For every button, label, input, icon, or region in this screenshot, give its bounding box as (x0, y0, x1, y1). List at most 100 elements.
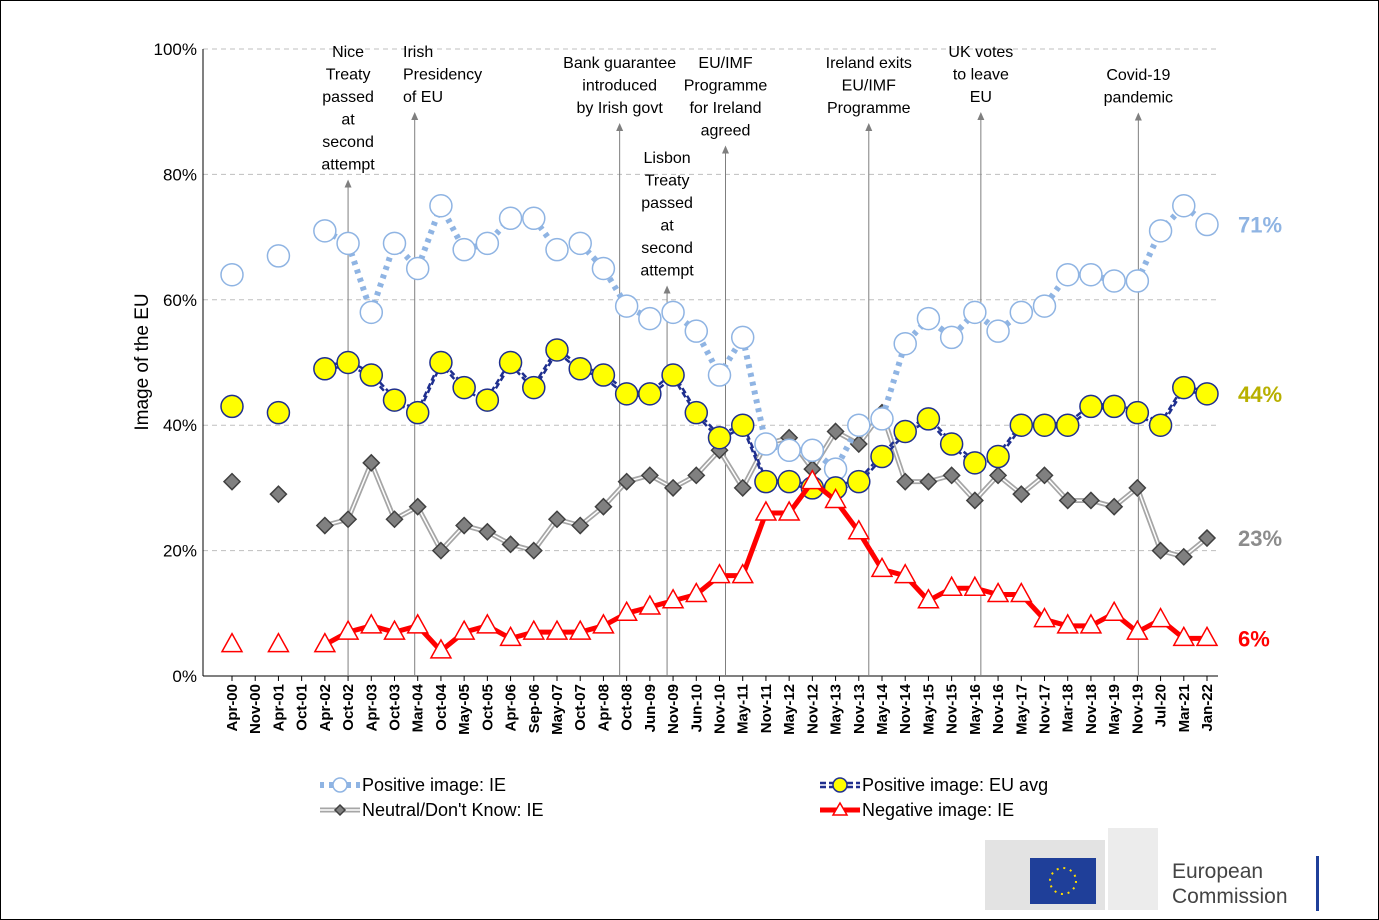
marker (917, 588, 940, 609)
x-tick-label: Nov-15 (944, 684, 961, 734)
marker (1032, 413, 1057, 437)
annotation-text: at (660, 218, 674, 235)
legend-item: Positive image: EU avg (820, 775, 1048, 795)
marker (638, 306, 662, 331)
end-label: 44% (1238, 382, 1282, 407)
marker (220, 632, 244, 653)
marker (313, 632, 337, 653)
x-tick-label: Jan-22 (1199, 684, 1216, 732)
marker (1079, 613, 1103, 634)
marker (989, 466, 1008, 485)
marker (385, 510, 404, 529)
marker (406, 613, 429, 634)
marker (568, 357, 592, 381)
eu-flag (1030, 858, 1096, 904)
marker (594, 497, 613, 516)
x-tick-label: Oct-07 (572, 684, 589, 731)
marker (1197, 528, 1217, 548)
marker (498, 350, 523, 375)
marker (893, 331, 917, 356)
marker (405, 256, 430, 281)
marker (591, 256, 616, 281)
annotation-text: attempt (321, 157, 375, 174)
x-tick-label: Mar-18 (1060, 684, 1077, 732)
x-tick-label: May-19 (1106, 684, 1123, 735)
legend-item: Positive image: IE (320, 775, 506, 795)
marker (777, 500, 801, 521)
marker (916, 407, 941, 431)
marker (1195, 382, 1219, 406)
series (220, 194, 1219, 481)
x-tick-label: Nov-19 (1129, 684, 1146, 734)
annotation-text: Nice (332, 44, 364, 61)
x-tick-label: Nov-14 (897, 683, 914, 734)
marker (1079, 262, 1103, 287)
marker (615, 600, 638, 622)
annotation-text: Programme (827, 100, 911, 117)
annotation-text: EU (970, 89, 992, 106)
x-tick-label: Jul-20 (1153, 684, 1170, 727)
marker (965, 491, 984, 510)
marker (661, 300, 685, 325)
marker (870, 407, 894, 431)
logo-text: European (1172, 860, 1263, 883)
x-tick-label: Nov-10 (712, 684, 729, 734)
annotation-text: Covid-19 (1106, 67, 1170, 84)
annotation-arrowhead (663, 285, 671, 294)
annotation-text: pandemic (1104, 90, 1173, 107)
series (220, 338, 1219, 500)
y-tick-label: 40% (163, 416, 197, 435)
marker (571, 516, 590, 535)
annotation-arrowhead (616, 123, 624, 131)
marker (893, 563, 917, 584)
marker (1055, 413, 1080, 437)
end-label: 23% (1238, 526, 1282, 551)
marker (1102, 394, 1126, 419)
x-tick-label: Oct-05 (479, 684, 496, 731)
logo: European Commission (985, 828, 1319, 911)
marker (826, 422, 845, 441)
marker (267, 632, 290, 653)
annotation-text: of EU (403, 89, 443, 106)
marker (847, 519, 871, 540)
x-tick-label: Mar-04 (410, 683, 427, 732)
marker (731, 563, 754, 584)
marker (1195, 212, 1219, 237)
marker (475, 231, 500, 256)
x-tick-label: Nov-11 (758, 684, 775, 733)
marker (939, 432, 964, 456)
marker (1056, 613, 1079, 634)
legend-label: Negative image: IE (862, 800, 1014, 820)
marker (919, 472, 938, 491)
annotation-text: Treaty (645, 173, 690, 190)
annotation-text: passed (322, 89, 374, 106)
marker (266, 400, 291, 425)
y-tick-label: 80% (163, 165, 197, 184)
marker (1102, 600, 1126, 622)
marker (1102, 269, 1126, 293)
annotation-text: second (322, 134, 374, 151)
annotation-arrowhead (977, 112, 985, 120)
marker (707, 425, 732, 450)
x-tick-label: Nov-12 (804, 684, 821, 734)
marker (801, 469, 824, 490)
marker (1172, 375, 1196, 400)
x-tick-label: May-14 (874, 683, 891, 735)
annotation-arrowhead (411, 112, 419, 120)
marker (1149, 607, 1172, 628)
marker (614, 382, 639, 406)
x-tick-label: Nov-17 (1037, 684, 1054, 734)
marker (222, 472, 242, 491)
marker (1195, 625, 1219, 647)
marker (777, 469, 801, 494)
marker (847, 413, 871, 437)
marker (336, 231, 360, 256)
marker (824, 487, 847, 509)
legend-marker (333, 803, 347, 817)
x-tick-label: Apr-03 (363, 684, 380, 732)
logo-building (1108, 828, 1158, 910)
x-tick-label: Apr-01 (270, 684, 287, 732)
marker (313, 357, 337, 381)
x-tick-label: May-12 (781, 684, 798, 735)
marker (547, 510, 567, 529)
